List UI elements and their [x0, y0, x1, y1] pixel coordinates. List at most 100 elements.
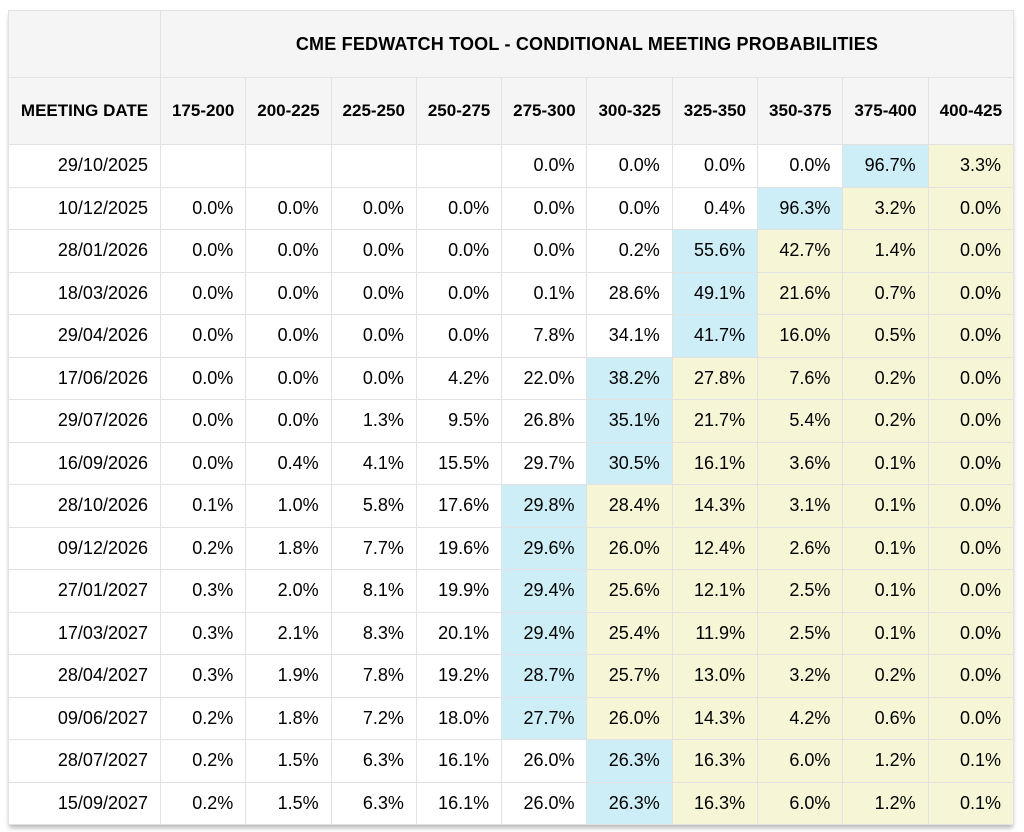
- probability-cell: 0.2%: [586, 229, 673, 273]
- probability-cell: 2.5%: [757, 569, 844, 613]
- probability-cell: 9.5%: [415, 399, 503, 443]
- probability-cell: 0.2%: [159, 739, 247, 783]
- probability-cell: 0.1%: [842, 526, 929, 570]
- probability-cell: 0.3%: [159, 569, 247, 613]
- probability-cell: 25.6%: [586, 569, 673, 613]
- probability-cell: 0.0%: [927, 654, 1015, 698]
- probability-cell: 4.2%: [757, 696, 844, 740]
- probability-cell: 26.0%: [586, 696, 673, 740]
- probability-cell: 16.3%: [671, 739, 759, 783]
- probability-cell: 1.9%: [245, 654, 332, 698]
- table-row: 18/03/2026 0.0% 0.0% 0.0% 0.0% 0.1% 28.6% 49.1%…: [8, 271, 1015, 315]
- probability-cell: 0.0%: [927, 526, 1015, 570]
- probability-cell: 12.1%: [671, 569, 759, 613]
- probability-cell: 0.0%: [927, 611, 1015, 655]
- table-row: 10/12/2025 0.0% 0.0% 0.0% 0.0% 0.0% 0.0% 0.4% 96…: [8, 186, 1015, 230]
- probability-cell: 29.7%: [501, 441, 588, 485]
- rate-range-header: 400-425: [927, 77, 1015, 145]
- meeting-date-cell: 17/06/2026: [8, 356, 161, 400]
- probability-cell: 0.1%: [842, 441, 929, 485]
- probability-cell: 16.3%: [671, 781, 759, 825]
- probability-cell: 13.0%: [671, 654, 759, 698]
- probability-cell: 0.0%: [415, 271, 503, 315]
- probability-cell: 0.3%: [159, 611, 247, 655]
- probability-cell: 29.4%: [501, 611, 588, 655]
- probability-cell: 7.8%: [501, 314, 588, 358]
- header-row: MEETING DATE 175-200 200-225 225-250 250-27…: [8, 77, 1015, 145]
- probability-cell: 1.3%: [330, 399, 417, 443]
- table-row: 17/06/2026 0.0% 0.0% 0.0% 4.2% 22.0% 38.2% 27.8…: [8, 356, 1015, 400]
- probability-cell: 2.0%: [245, 569, 332, 613]
- rate-range-header: 250-275: [415, 77, 503, 145]
- probability-cell: 22.0%: [501, 356, 588, 400]
- probability-cell: 0.2%: [159, 526, 247, 570]
- probability-cell: 19.9%: [415, 569, 503, 613]
- probability-cell: 14.3%: [671, 484, 759, 528]
- table-row: 28/07/2027 0.2% 1.5% 6.3% 16.1% 26.0% 26.3% 16.…: [8, 739, 1015, 783]
- probability-cell: 16.1%: [415, 781, 503, 825]
- probability-cell: 0.0%: [927, 399, 1015, 443]
- probability-cell: 12.4%: [671, 526, 759, 570]
- probability-cell: 0.0%: [927, 229, 1015, 273]
- meeting-date-cell: 27/01/2027: [8, 569, 161, 613]
- probability-cell: 0.4%: [671, 186, 759, 230]
- table-row: 17/03/2027 0.3% 2.1% 8.3% 20.1% 29.4% 25.4% 11.…: [8, 611, 1015, 655]
- probability-cell: 0.0%: [586, 144, 673, 188]
- probability-cell: 20.1%: [415, 611, 503, 655]
- meeting-date-cell: 28/10/2026: [8, 484, 161, 528]
- probability-cell: 0.0%: [415, 186, 503, 230]
- probability-cell: 1.0%: [245, 484, 332, 528]
- probability-cell: 0.0%: [330, 229, 417, 273]
- probability-cell: 0.2%: [842, 356, 929, 400]
- probability-cell: 25.4%: [586, 611, 673, 655]
- probability-cell: 34.1%: [586, 314, 673, 358]
- table-title: CME FEDWATCH TOOL - CONDITIONAL MEETING …: [160, 10, 1014, 78]
- probability-cell: 1.2%: [842, 739, 929, 783]
- probability-cell: 21.6%: [757, 271, 844, 315]
- probability-cell: 0.0%: [927, 314, 1015, 358]
- probability-cell: 7.6%: [757, 356, 844, 400]
- meeting-date-cell: 18/03/2026: [8, 271, 161, 315]
- meeting-date-cell: 29/04/2026: [8, 314, 161, 358]
- probability-cell: 3.2%: [757, 654, 844, 698]
- probability-cell: 1.5%: [245, 781, 332, 825]
- table-row: 29/10/2025 0.0% 0.0% 0.0% 0.0% 96.7% 3.3%: [8, 144, 1015, 188]
- table-row: 28/01/2026 0.0% 0.0% 0.0% 0.0% 0.0% 0.2% 55.6% 4…: [8, 229, 1015, 273]
- probability-cell: 28.6%: [586, 271, 673, 315]
- probability-cell: 16.1%: [671, 441, 759, 485]
- probability-cell: 0.0%: [245, 271, 332, 315]
- probability-cell: 15.5%: [415, 441, 503, 485]
- probability-cell: 14.3%: [671, 696, 759, 740]
- meeting-date-column-header: MEETING DATE: [8, 77, 161, 145]
- probability-cell: 0.2%: [159, 696, 247, 740]
- probability-cell: 1.2%: [842, 781, 929, 825]
- probability-cell: 19.6%: [415, 526, 503, 570]
- probability-cell: 0.4%: [245, 441, 332, 485]
- rate-range-header: 225-250: [330, 77, 417, 145]
- probability-cell: 18.0%: [415, 696, 503, 740]
- meeting-date-cell: 28/01/2026: [8, 229, 161, 273]
- probability-cell: 8.1%: [330, 569, 417, 613]
- probability-cell: 16.0%: [757, 314, 844, 358]
- probability-cell: 4.2%: [415, 356, 503, 400]
- probability-cell: 0.0%: [415, 314, 503, 358]
- meeting-date-cell: 28/07/2027: [8, 739, 161, 783]
- probability-cell: 8.3%: [330, 611, 417, 655]
- probability-cell: 0.1%: [842, 569, 929, 613]
- probability-cell: 0.3%: [159, 654, 247, 698]
- probability-cell: 7.7%: [330, 526, 417, 570]
- probability-cell: 38.2%: [586, 356, 673, 400]
- rate-range-header: 350-375: [757, 77, 844, 145]
- probability-cell: 0.0%: [927, 484, 1015, 528]
- meeting-date-cell: 17/03/2027: [8, 611, 161, 655]
- probability-cell: 0.2%: [842, 399, 929, 443]
- probability-cell: 0.0%: [927, 441, 1015, 485]
- probability-cell: 0.0%: [330, 271, 417, 315]
- probability-cell: 0.1%: [159, 484, 247, 528]
- probability-cell: 21.7%: [671, 399, 759, 443]
- probability-cell: 0.0%: [501, 186, 588, 230]
- table-row: 28/10/2026 0.1% 1.0% 5.8% 17.6% 29.8% 28.4% 14.…: [8, 484, 1015, 528]
- probability-cell: 26.0%: [586, 526, 673, 570]
- rate-range-header: 300-325: [586, 77, 673, 145]
- rate-range-header: 200-225: [245, 77, 332, 145]
